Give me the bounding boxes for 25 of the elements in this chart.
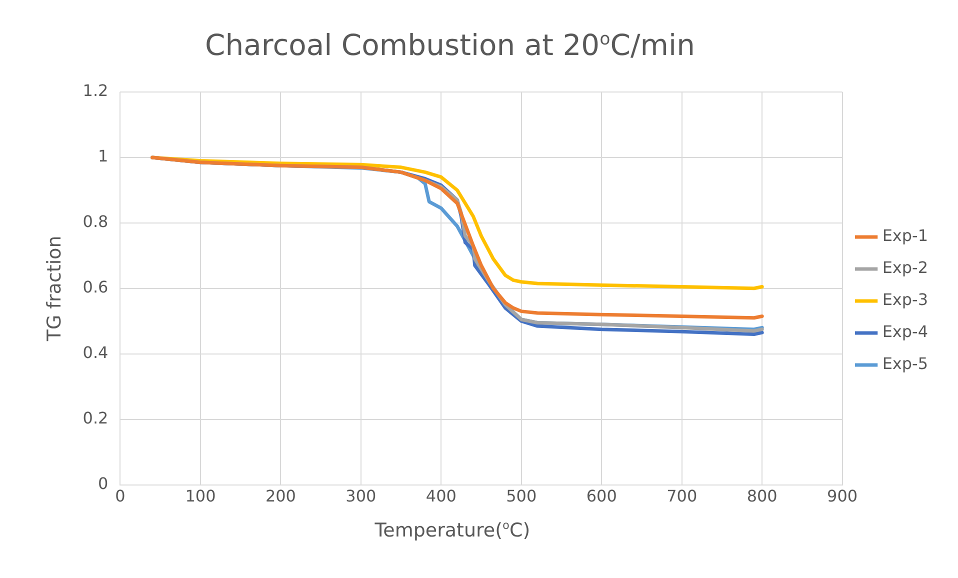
x-tick-label: 0 <box>115 486 126 506</box>
x-tick-label: 200 <box>265 486 296 506</box>
x-tick-label: 300 <box>346 486 376 506</box>
x-axis-title: Temperature($^{o}$C) <box>374 518 532 542</box>
x-tick-label: 700 <box>666 486 698 506</box>
legend-label: Exp-3 <box>882 290 928 310</box>
legend-label: Exp-2 <box>882 258 928 278</box>
y-tick-label: 0.4 <box>82 343 108 362</box>
y-tick-label: 0.2 <box>82 408 108 428</box>
y-axis-title: TG fraction <box>43 236 66 342</box>
x-tick-label: 100 <box>185 486 216 506</box>
legend-label: Exp-4 <box>882 322 928 342</box>
x-tick-label: 600 <box>586 486 617 506</box>
x-tick-label: 400 <box>426 486 456 506</box>
x-tick-label: 900 <box>827 486 858 506</box>
x-tick-label: 800 <box>746 486 778 506</box>
y-tick-label: 1 <box>98 146 108 166</box>
y-tick-label: 0 <box>98 474 108 493</box>
y-tick-label: 0.8 <box>82 212 108 232</box>
legend-label: Exp-5 <box>882 354 928 374</box>
legend-label: Exp-1 <box>882 226 928 246</box>
x-tick-label: 500 <box>506 486 537 506</box>
y-tick-label: 0.6 <box>82 278 108 297</box>
y-tick-label: 1.2 <box>82 81 108 100</box>
chart-title: Charcoal Combustion at 20$^{o}$C/min <box>204 28 696 62</box>
